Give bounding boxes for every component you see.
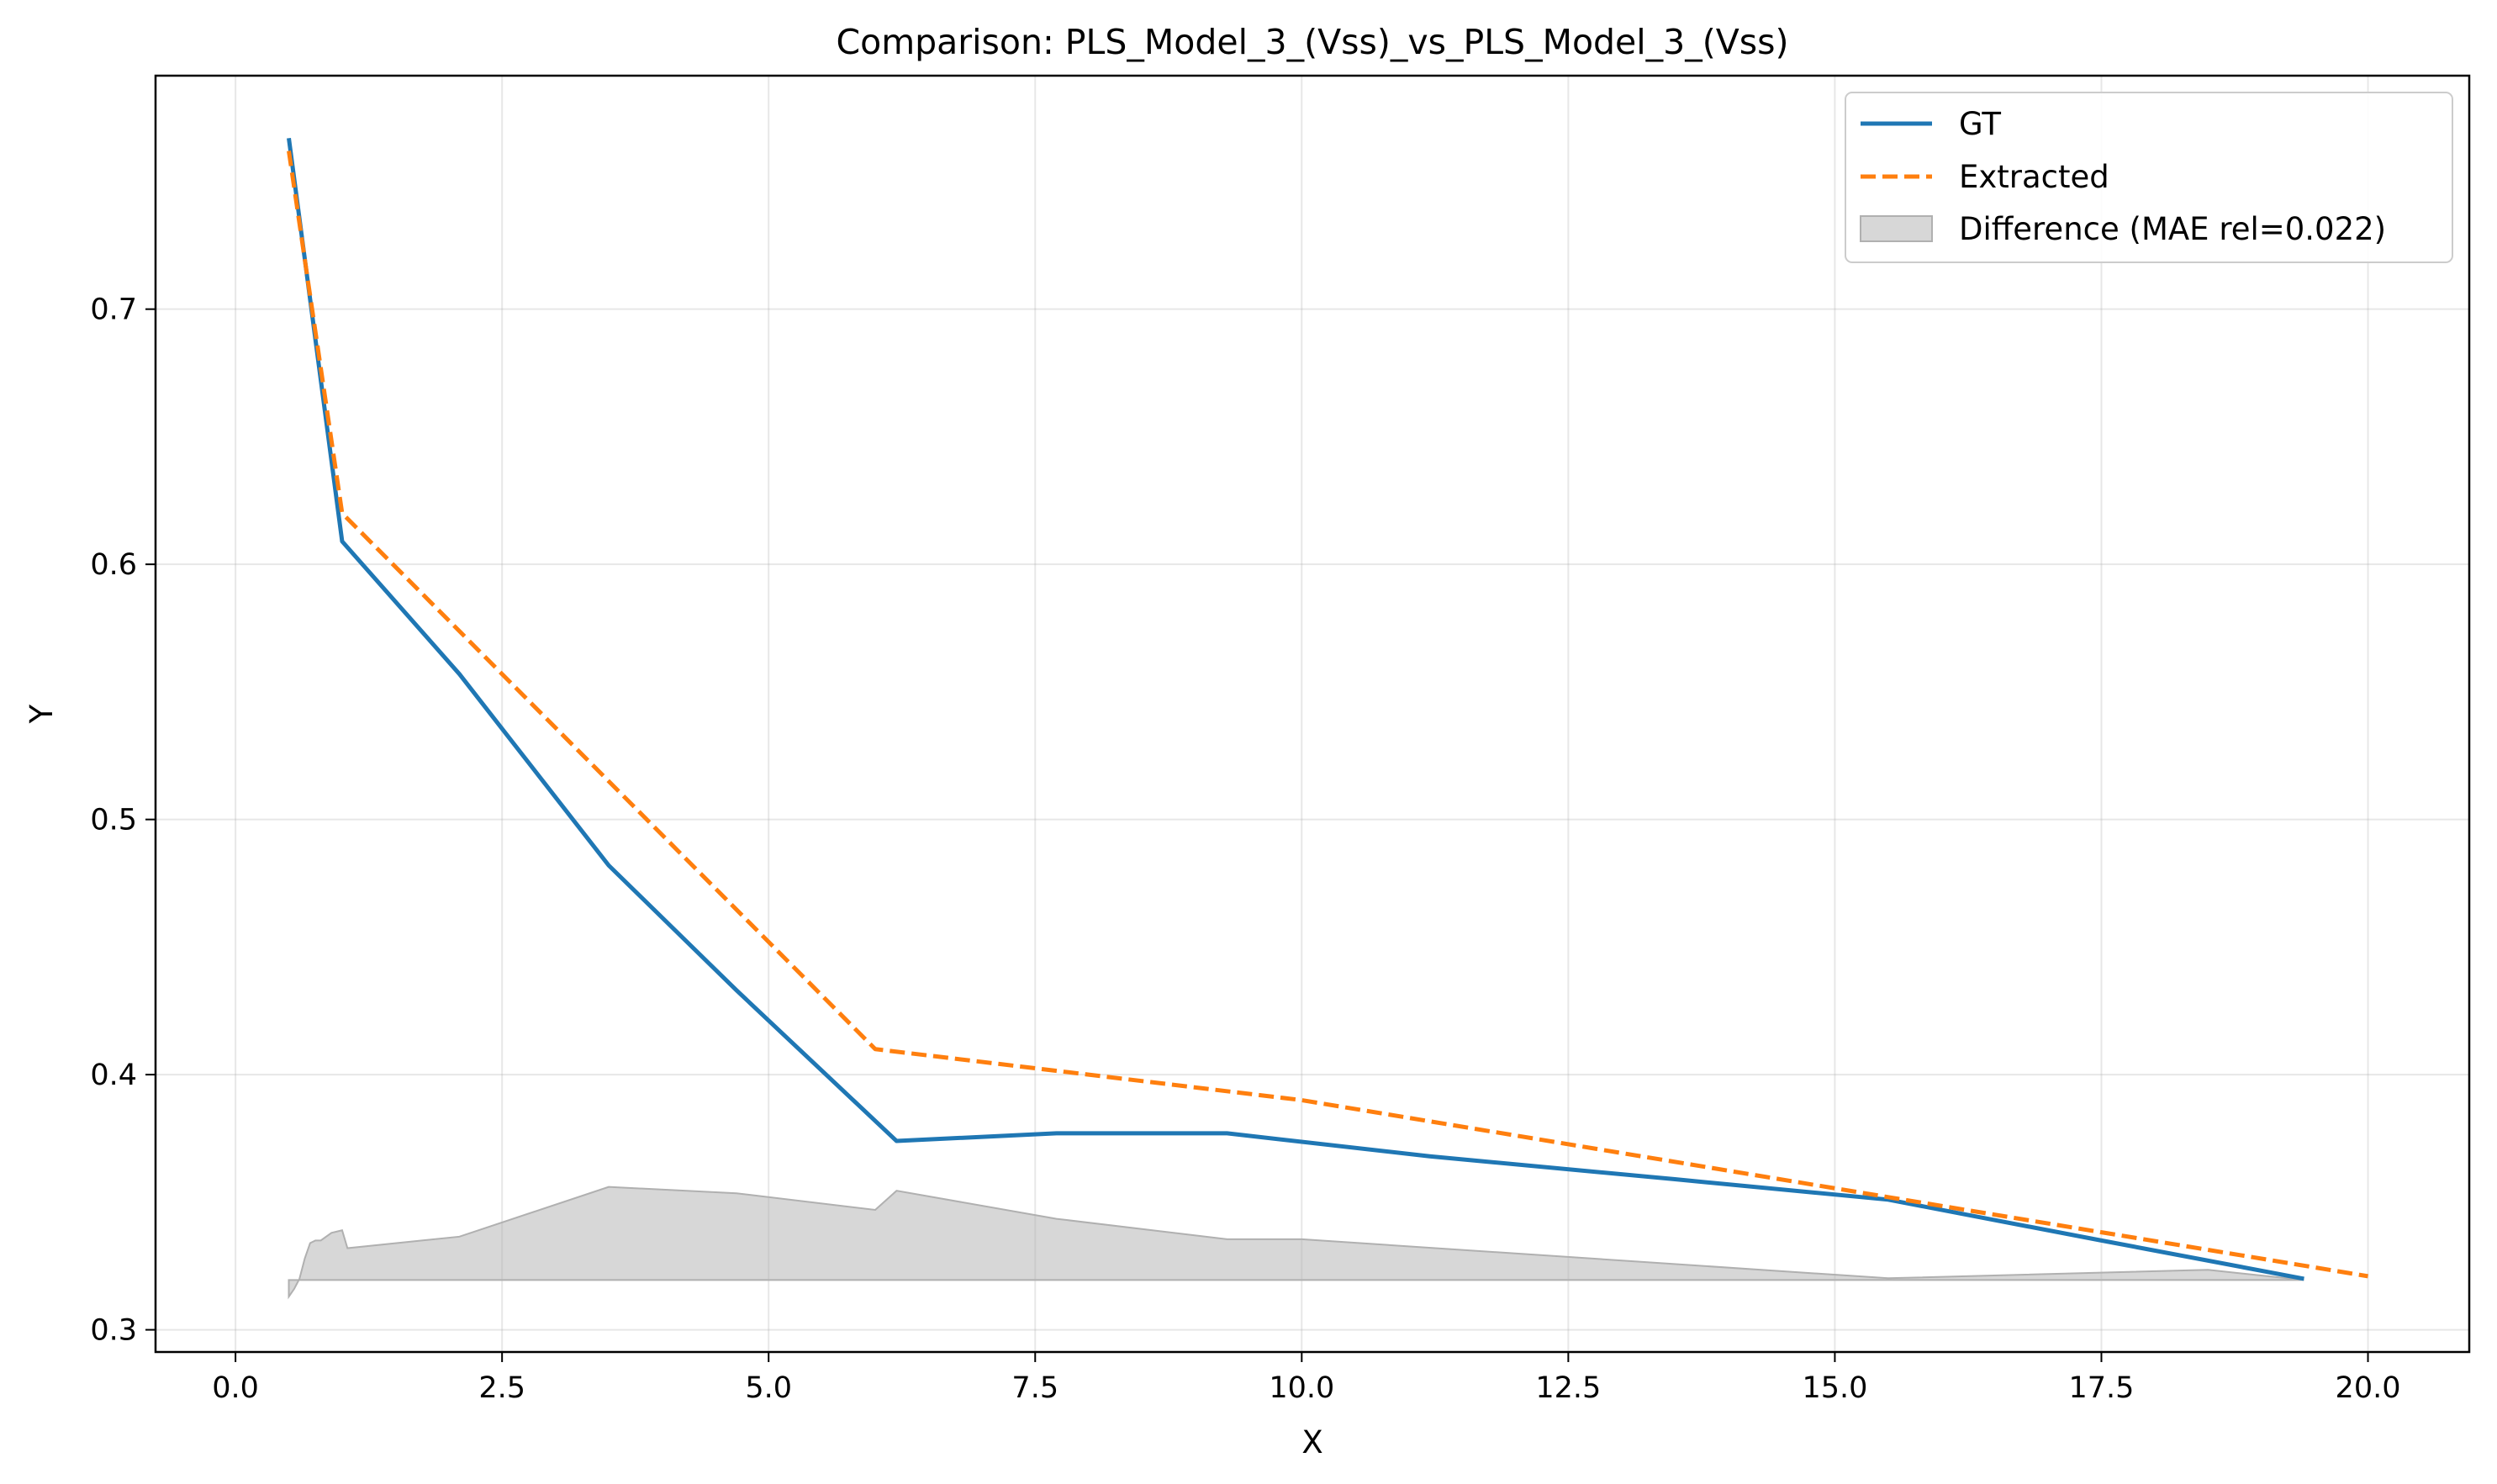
x-tick-label: 10.0	[1269, 1371, 1334, 1405]
y-tick-label: 0.5	[90, 804, 137, 837]
legend-box	[1845, 92, 2453, 263]
extracted-series-line	[287, 151, 2368, 1279]
difference-area-layer	[288, 1186, 2304, 1300]
x-tick-label: 2.5	[478, 1371, 525, 1405]
legend-swatch-difference	[1860, 215, 1933, 242]
plot-frame	[154, 74, 2471, 1354]
x-axis-label: X	[1301, 1424, 1322, 1460]
x-tick-label: 20.0	[2336, 1371, 2401, 1405]
y-tick-label: 0.4	[90, 1059, 137, 1092]
x-tick-label: 5.0	[745, 1371, 792, 1405]
x-tick-label: 0.0	[212, 1371, 259, 1405]
x-tick-label: 15.0	[1802, 1371, 1867, 1405]
x-tick-label: 17.5	[2069, 1371, 2135, 1405]
legend-label-extracted: Extracted	[1959, 159, 2109, 195]
y-axis-ticks: 0.3 0.4 0.5 0.6 0.7	[90, 293, 156, 1348]
series-layer	[287, 138, 2368, 1281]
y-tick-label: 0.6	[90, 548, 137, 582]
y-tick-label: 0.7	[90, 293, 137, 327]
y-tick-label: 0.3	[90, 1314, 137, 1348]
difference-area	[288, 1186, 2304, 1300]
x-axis-ticks: 0.0 2.5 5.0 7.5 10.0 12.5 15.0 17.5 20.0	[212, 1352, 2400, 1405]
legend-label-gt: GT	[1959, 106, 2001, 142]
grid	[156, 76, 2469, 1352]
gt-series-line	[287, 138, 2304, 1281]
chart-title: Comparison: PLS_Model_3_(Vss)_vs_PLS_Mod…	[836, 22, 1788, 62]
legend: GT Extracted Difference (MAE rel=0.022)	[1845, 92, 2453, 263]
x-tick-label: 12.5	[1535, 1371, 1601, 1405]
legend-label-difference: Difference (MAE rel=0.022)	[1959, 211, 2386, 247]
y-axis-label: Y	[24, 704, 60, 724]
x-tick-label: 7.5	[1011, 1371, 1058, 1405]
